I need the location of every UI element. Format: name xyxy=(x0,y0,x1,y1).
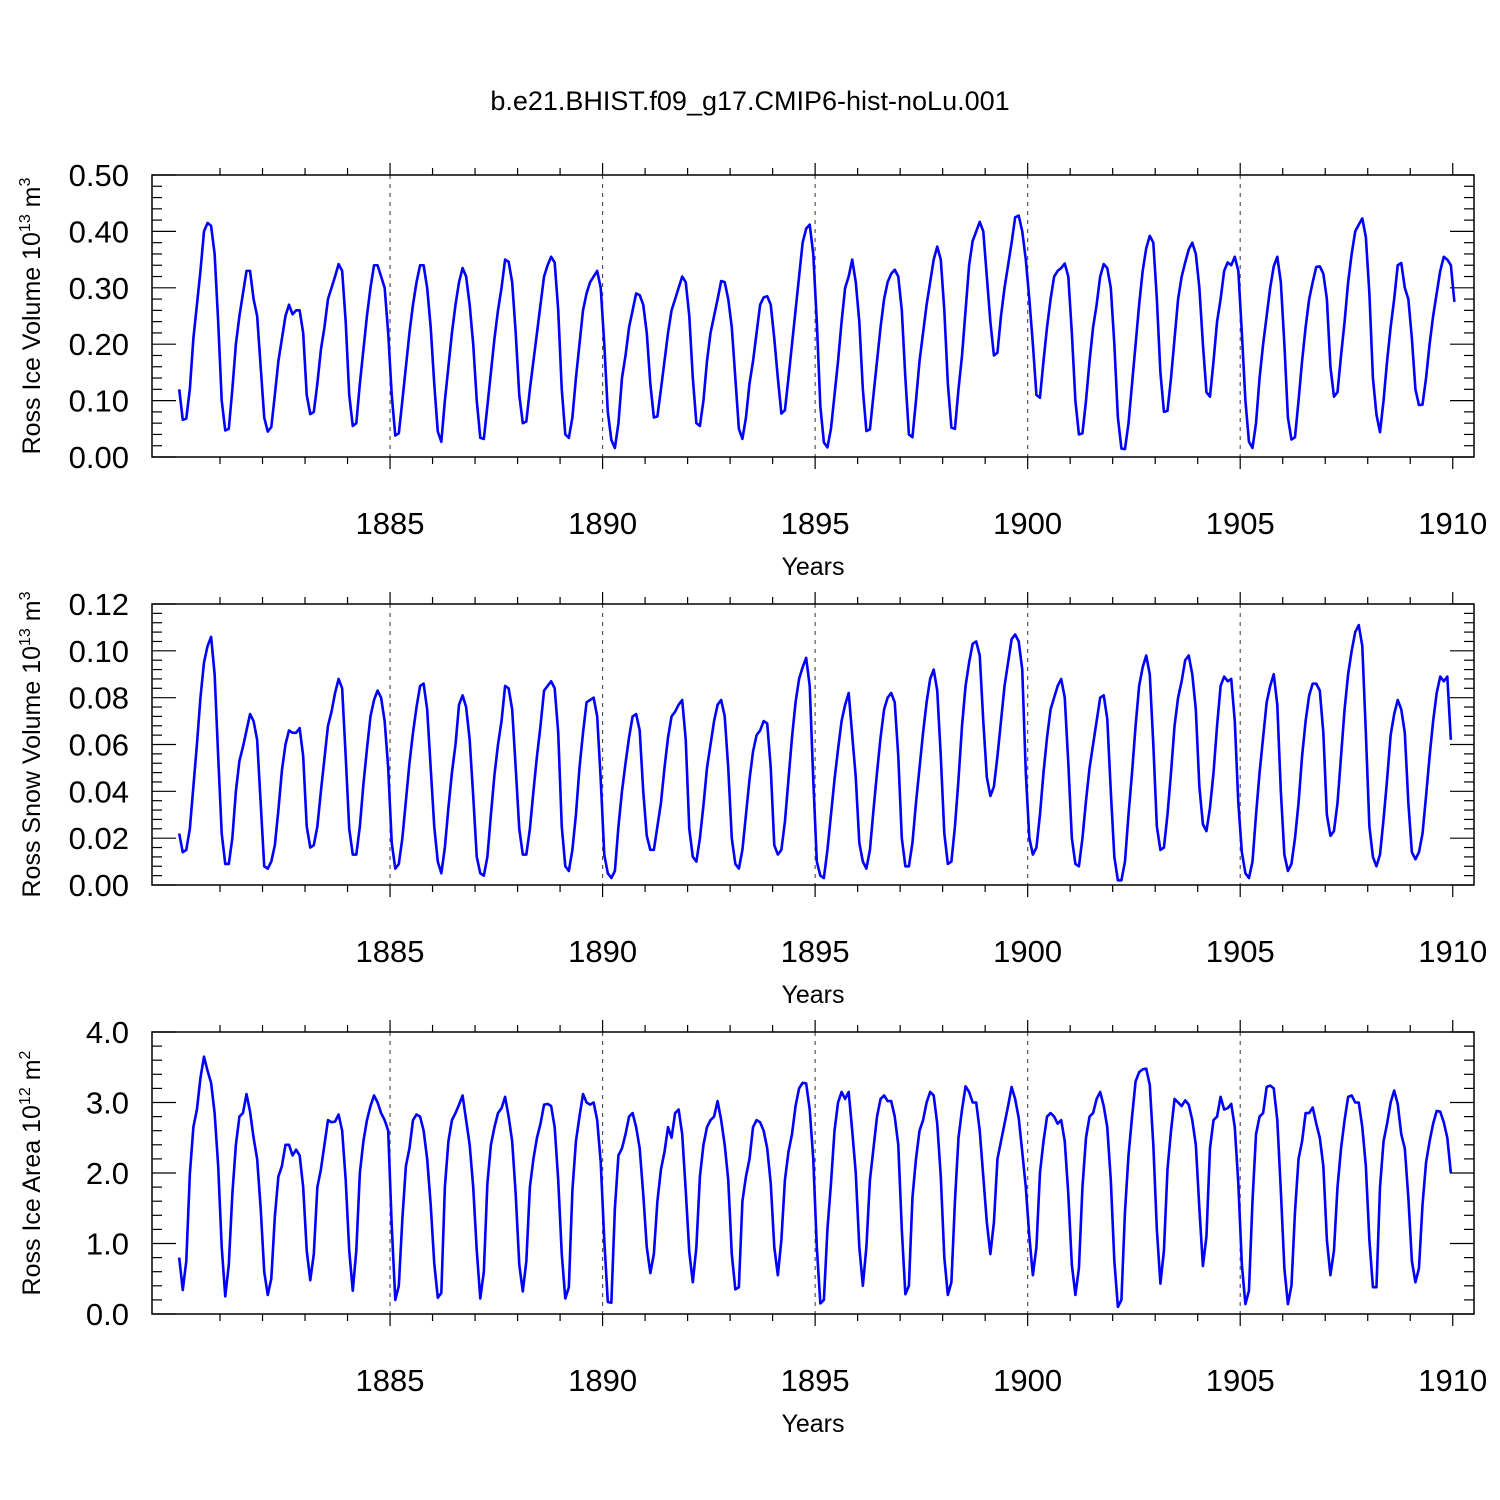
x-tick-label: 1890 xyxy=(568,506,637,541)
panels: 1885 1890 1895 1900 1905 1910 Years 0.00 0.10 0.2… xyxy=(17,158,1487,1438)
y-tick-label: 0.0 xyxy=(86,1297,129,1332)
y-tick-label: 0.20 xyxy=(69,327,129,362)
y-tick-label: 4.0 xyxy=(86,1015,129,1050)
x-tick-label: 1900 xyxy=(993,506,1062,541)
panel-1: 1885 1890 1895 1900 1905 1910 Years 0.00 0.10 0.2… xyxy=(17,158,1487,581)
y-tick-label: 0.10 xyxy=(69,634,129,669)
y-axis-label: Ross Ice Volume 1013 m3 xyxy=(17,177,46,454)
x-axis-label: Years xyxy=(781,1410,844,1438)
y-tick-label: 1.0 xyxy=(86,1227,129,1262)
x-tick-label: 1910 xyxy=(1418,1363,1487,1398)
y-tick-label: 0.04 xyxy=(69,774,129,809)
y-tick-label: 0.00 xyxy=(69,868,129,903)
x-tick-label: 1890 xyxy=(568,934,637,969)
y-tick-label: 0.50 xyxy=(69,158,129,193)
x-tick-label: 1905 xyxy=(1206,1363,1275,1398)
x-tick-label: 1885 xyxy=(356,934,425,969)
y-tick-label: 0.08 xyxy=(69,681,129,716)
x-tick-label: 1885 xyxy=(356,1363,425,1398)
series-line xyxy=(177,214,1456,451)
y-axis-label: Ross Ice Area 1012 m2 xyxy=(17,1050,46,1295)
x-tick-label: 1910 xyxy=(1418,934,1487,969)
x-axis-label: Years xyxy=(781,981,844,1009)
x-tick-label: 1885 xyxy=(356,506,425,541)
x-tick-label: 1890 xyxy=(568,1363,637,1398)
y-axis-label: Ross Snow Volume 1013 m3 xyxy=(17,591,46,897)
plot-frame xyxy=(151,174,1475,458)
x-tick-label: 1910 xyxy=(1418,506,1487,541)
y-tick-label: 2.0 xyxy=(86,1156,129,1191)
x-axis-label: Years xyxy=(781,553,844,581)
y-tick-label: 0.06 xyxy=(69,728,129,763)
y-tick-label: 0.02 xyxy=(69,821,129,856)
x-tick-label: 1900 xyxy=(993,934,1062,969)
x-tick-label: 1900 xyxy=(993,1363,1062,1398)
y-tick-label: 3.0 xyxy=(86,1086,129,1121)
panel-2: 1885 1890 1895 1900 1905 1910 Years 0.00 0.02 0.0… xyxy=(17,587,1487,1009)
series-line xyxy=(177,623,1453,882)
panel-3: 1885 1890 1895 1900 1905 1910 Years 0.0 1.0 2.0 3.… xyxy=(17,1015,1487,1438)
y-tick-label: 0.30 xyxy=(69,271,129,306)
series-line xyxy=(177,1055,1453,1309)
y-tick-label: 0.00 xyxy=(69,440,129,475)
x-tick-label: 1895 xyxy=(781,934,850,969)
x-tick-label: 1895 xyxy=(781,1363,850,1398)
x-tick-label: 1905 xyxy=(1206,506,1275,541)
y-tick-label: 0.40 xyxy=(69,214,129,249)
x-tick-label: 1895 xyxy=(781,506,850,541)
y-tick-label: 0.10 xyxy=(69,384,129,419)
figure-title: b.e21.BHIST.f09_g17.CMIP6-hist-noLu.001 xyxy=(490,86,1009,116)
y-tick-label: 0.12 xyxy=(69,587,129,622)
x-tick-label: 1905 xyxy=(1206,934,1275,969)
